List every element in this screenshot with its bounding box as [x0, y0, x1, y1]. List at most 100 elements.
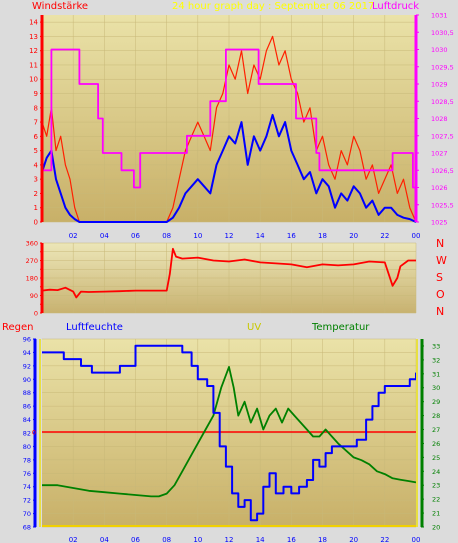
humidity-tick-label: 70	[23, 510, 31, 518]
temperature-tick-label: 25	[432, 454, 440, 462]
bottom-time-tick-label: 06	[131, 536, 140, 543]
humidity-tick-label: 80	[23, 443, 31, 451]
wind-tick-label: 1	[34, 204, 38, 212]
bottom-time-tick-label: 18	[318, 536, 327, 543]
temperature-tick-label: 31	[432, 370, 440, 378]
rain-axis-title: Regen	[2, 322, 34, 333]
wind-tick-label: 8	[34, 104, 38, 112]
temperature-tick-label: 33	[432, 342, 440, 350]
humidity-tick-label: 74	[23, 483, 31, 491]
temperature-tick-label: 24	[432, 468, 440, 476]
humidity-tick-label: 96	[23, 336, 31, 344]
time-tick-label: 16	[287, 232, 296, 240]
pressure-tick-label: 1027	[431, 150, 448, 158]
humidity-axis-title: Luftfeuchte	[66, 322, 123, 333]
pressure-tick-label: 1028,5	[431, 98, 454, 106]
wind-axis-title: Windstärke	[32, 1, 88, 12]
compass-north-top: N	[436, 237, 444, 250]
time-tick-label: 20	[349, 232, 358, 240]
humidity-tick-label: 88	[23, 389, 31, 397]
wind-tick-label: 6	[34, 133, 39, 141]
wind-tick-label: 4	[34, 161, 39, 169]
temperature-tick-label: 22	[432, 496, 440, 504]
wind-tick-label: 7	[34, 119, 38, 127]
compass-south: S	[436, 271, 443, 284]
time-tick-label: 12	[225, 232, 234, 240]
time-tick-label: 00	[412, 232, 421, 240]
temperature-tick-label: 28	[432, 412, 440, 420]
wind-tick-label: 9	[34, 90, 38, 98]
humidity-tick-label: 68	[23, 524, 31, 532]
pressure-tick-label: 1025	[431, 219, 448, 227]
humidity-tick-label: 90	[23, 376, 31, 384]
wind-tick-label: 5	[34, 147, 38, 155]
pressure-tick-label: 1025,5	[431, 201, 454, 209]
humidity-tick-label: 78	[23, 456, 31, 464]
time-tick-label: 06	[131, 232, 140, 240]
humidity-tick-label: 86	[23, 403, 31, 411]
temperature-tick-label: 29	[432, 398, 440, 406]
wind-tick-label: 3	[34, 176, 38, 184]
temperature-tick-label: 32	[432, 356, 440, 364]
wind-tick-label: 0	[34, 219, 38, 227]
tick-label-layer: 0123456789101112131410251025,510261026,5…	[23, 12, 454, 543]
pressure-tick-label: 1029	[431, 81, 448, 89]
pressure-axis-title: Luftdruck	[372, 1, 419, 12]
temperature-tick-label: 30	[432, 384, 440, 392]
rain-tick-label: 0	[32, 429, 36, 437]
winddir-line	[41, 247, 416, 299]
humidity-tick-label: 92	[23, 362, 31, 370]
humidity-line	[42, 344, 417, 522]
bottom-time-tick-label: 12	[225, 536, 234, 543]
temperature-tick-label: 23	[432, 482, 440, 490]
time-tick-label: 14	[256, 232, 265, 240]
bottom-time-tick-label: 14	[256, 536, 265, 543]
pressure-tick-label: 1026,5	[431, 167, 454, 175]
bottom-time-tick-label: 00	[412, 536, 421, 543]
pressure-tick-label: 1027,5	[431, 132, 454, 140]
graph-title: 24 hour graph day : September 06 2017	[172, 1, 374, 12]
pressure-tick-label: 1030,5	[431, 29, 454, 37]
temperature-tick-label: 20	[432, 524, 440, 532]
temperature-tick-label: 26	[432, 440, 440, 448]
time-tick-label: 02	[69, 232, 78, 240]
time-tick-label: 22	[380, 232, 389, 240]
humidity-tick-label: 94	[23, 349, 31, 357]
bottom-time-tick-label: 08	[162, 536, 171, 543]
time-tick-label: 08	[162, 232, 171, 240]
bottom-time-tick-label: 04	[100, 536, 109, 543]
series-layer	[41, 35, 417, 527]
pressure-line	[42, 48, 416, 189]
temperature-axis-title: Temperatur	[311, 322, 370, 333]
compass-east: O	[436, 288, 445, 301]
humidity-tick-label: 84	[23, 416, 31, 424]
pressure-tick-label: 1030	[431, 46, 448, 54]
temperature-tick-label: 21	[432, 510, 440, 518]
pressure-tick-label: 1028	[431, 115, 448, 123]
compass-north-bottom: N	[436, 305, 444, 318]
time-tick-label: 18	[318, 232, 327, 240]
winddir-tick-label: 0	[34, 310, 38, 318]
bottom-time-tick-label: 16	[287, 536, 296, 543]
compass-west: W	[436, 254, 447, 267]
time-tick-label: 10	[193, 232, 202, 240]
wind-tick-label: 10	[29, 76, 38, 84]
pressure-tick-label: 1031	[431, 12, 448, 20]
wind-tick-label: 14	[29, 19, 38, 27]
winddir-tick-label: 270	[26, 257, 38, 265]
wind-avg-line	[41, 113, 417, 223]
uv-axis-title: UV	[247, 322, 261, 333]
bottom-time-tick-label: 22	[380, 536, 389, 543]
wind-tick-label: 11	[29, 61, 38, 69]
pressure-tick-label: 1026	[431, 184, 448, 192]
temperature-tick-label: 27	[432, 426, 440, 434]
temperature-line	[42, 365, 417, 498]
humidity-tick-label: 76	[23, 470, 31, 478]
winddir-tick-label: 360	[26, 240, 38, 248]
bottom-time-tick-label: 20	[349, 536, 358, 543]
wind-tick-label: 12	[29, 47, 38, 55]
winddir-tick-label: 90	[30, 292, 38, 300]
time-tick-label: 04	[100, 232, 109, 240]
